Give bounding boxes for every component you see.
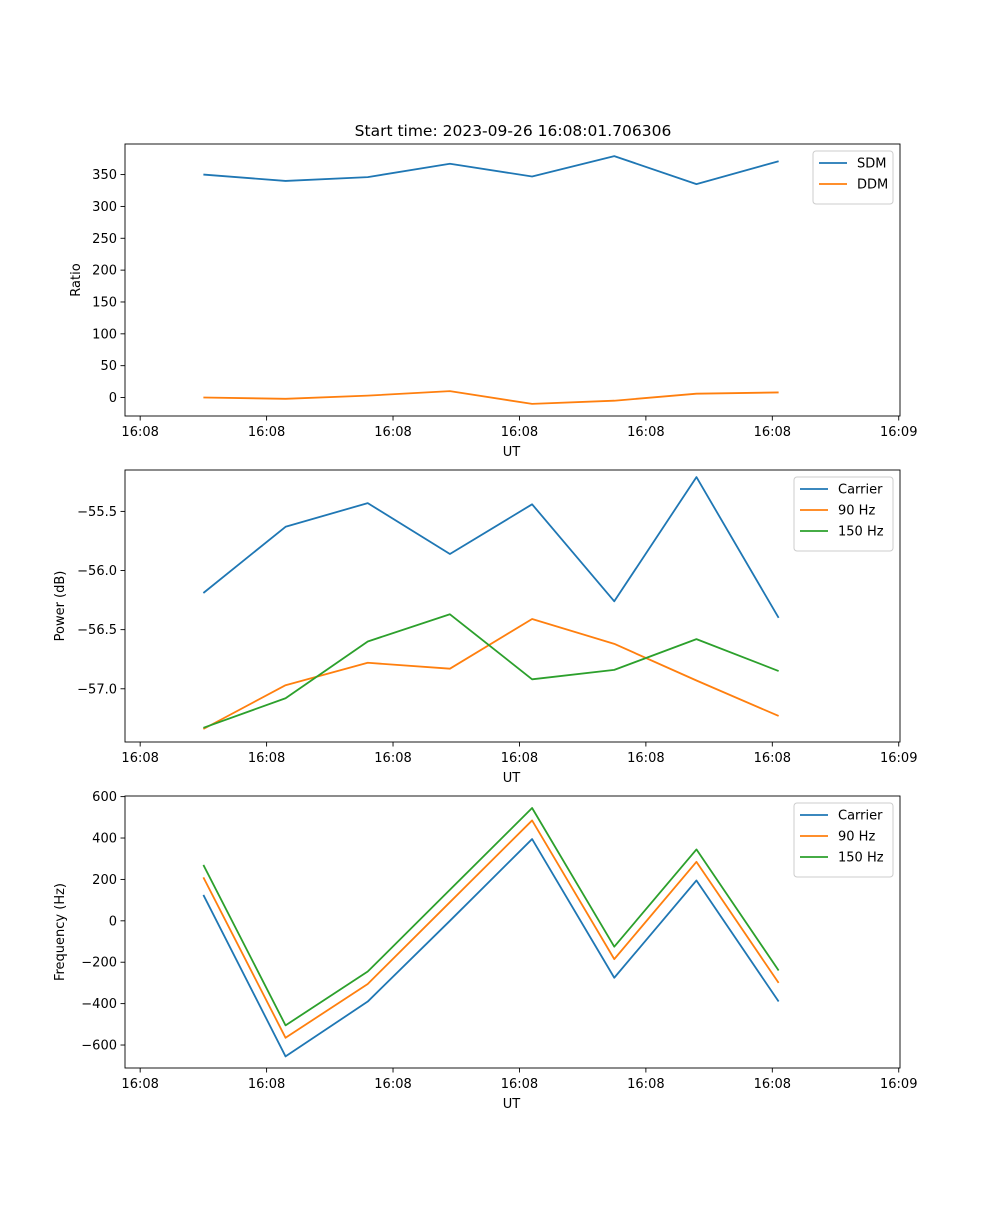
ratio-x-tick-label: 16:08 (374, 425, 411, 440)
ratio-y-tick-label: 100 (92, 327, 117, 342)
frequency-x-tick-label: 16:08 (374, 1077, 411, 1092)
ratio-x-tick-label: 16:08 (121, 425, 158, 440)
ratio-y-tick-label: 50 (100, 359, 117, 374)
frequency-legend-label: Carrier (838, 809, 883, 824)
power-y-tick-label: −55.5 (77, 505, 117, 520)
frequency-axes-frame (124, 795, 901, 1069)
frequency-y-tick-label: 0 (109, 914, 117, 929)
plot-ratio: 16:08 16:08 16:08 16:08 16:08 16:08 16:09 0 50 10… (69, 143, 917, 460)
frequency-legend-box (793, 802, 894, 878)
ratio-legend-label: SDM (857, 157, 886, 172)
ratio-y-tick-label: 250 (92, 232, 117, 247)
frequency-x-tick-label: 16:08 (754, 1077, 791, 1092)
frequency-x-tick-label: 16:08 (121, 1077, 158, 1092)
power-x-tick-label: 16:08 (374, 751, 411, 766)
frequency-y-tick-label: 200 (92, 873, 117, 888)
power-x-tick-label: 16:08 (121, 751, 158, 766)
power-y-tick-label: −56.5 (77, 623, 117, 638)
frequency-y-tick-label: −200 (81, 956, 117, 971)
figure-title: Start time: 2023-09-26 16:08:01.706306 (355, 122, 672, 140)
frequency-legend-label: 150 Hz (838, 851, 884, 866)
power-x-tick-label: 16:08 (627, 751, 664, 766)
frequency-legend: Carrier 90 Hz 150 Hz (793, 802, 894, 878)
frequency-series-90-hz (202, 819, 780, 1039)
ratio-x-tick-label: 16:08 (501, 425, 538, 440)
plot-power: 16:08 16:08 16:08 16:08 16:08 16:08 16:09 −57.0… (53, 469, 917, 786)
ratio-legend: SDM DDM (812, 150, 894, 205)
power-x-tick-label: 16:08 (248, 751, 285, 766)
frequency-series-carrier (202, 838, 780, 1058)
ratio-y-tick-label: 300 (92, 200, 117, 215)
power-x-tick-label: 16:09 (880, 751, 917, 766)
power-series-carrier (202, 476, 780, 619)
frequency-y-tick-label: 400 (92, 832, 117, 847)
power-series-150-hz (203, 613, 779, 729)
ratio-y-tick-label: 0 (109, 391, 117, 406)
plot-frequency: 16:08 16:08 16:08 16:08 16:08 16:08 16:09 −600 −… (53, 790, 917, 1112)
power-legend-label: 90 Hz (838, 504, 875, 519)
ratio-series-sdm (203, 155, 779, 186)
power-x-axis-label: UT (503, 771, 521, 786)
frequency-y-axis-label: Frequency (Hz) (53, 883, 68, 981)
ratio-x-tick-label: 16:09 (880, 425, 917, 440)
power-legend-label: 150 Hz (838, 525, 884, 540)
frequency-x-tick-label: 16:08 (248, 1077, 285, 1092)
power-legend: Carrier 90 Hz 150 Hz (793, 476, 894, 552)
power-x-tick-label: 16:08 (754, 751, 791, 766)
power-legend-box (793, 476, 894, 552)
ratio-x-tick-label: 16:08 (754, 425, 791, 440)
ratio-x-tick-label: 16:08 (627, 425, 664, 440)
power-series-90-hz (202, 618, 779, 730)
power-axes-frame (124, 469, 901, 743)
frequency-x-tick-label: 16:09 (880, 1077, 917, 1092)
ratio-y-axis-label: Ratio (69, 263, 84, 296)
frequency-y-tick-label: 600 (92, 790, 117, 805)
power-y-tick-label: −57.0 (77, 682, 117, 697)
ratio-series-ddm (203, 390, 779, 405)
power-x-tick-label: 16:08 (501, 751, 538, 766)
ratio-y-tick-label: 350 (92, 168, 117, 183)
ratio-legend-label: DDM (857, 178, 888, 193)
frequency-x-tick-label: 16:08 (627, 1077, 664, 1092)
frequency-y-tick-label: −400 (81, 997, 117, 1012)
ratio-x-axis-label: UT (503, 445, 521, 460)
ratio-legend-box (812, 150, 894, 205)
power-y-tick-label: −56.0 (77, 564, 117, 579)
ratio-axes-frame (124, 143, 901, 417)
power-legend-label: Carrier (838, 483, 883, 498)
power-y-axis-label: Power (dB) (53, 571, 68, 642)
ratio-x-tick-label: 16:08 (248, 425, 285, 440)
ratio-y-tick-label: 200 (92, 264, 117, 279)
frequency-series-150-hz (202, 807, 780, 1027)
frequency-x-axis-label: UT (503, 1097, 521, 1112)
frequency-legend-label: 90 Hz (838, 830, 875, 845)
ratio-y-tick-label: 150 (92, 295, 117, 310)
frequency-x-tick-label: 16:08 (501, 1077, 538, 1092)
frequency-y-tick-label: −600 (81, 1039, 117, 1054)
